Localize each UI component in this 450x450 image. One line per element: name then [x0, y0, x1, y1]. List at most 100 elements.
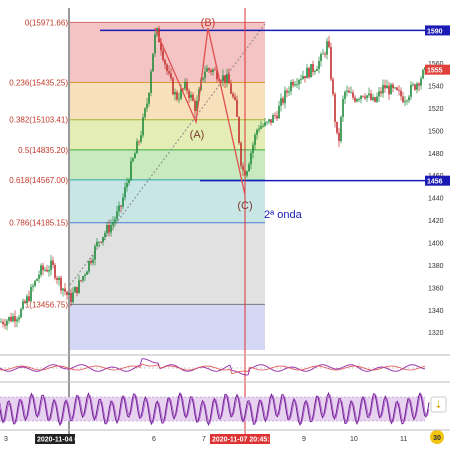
time-tick-label: 7 [202, 436, 206, 443]
candle-body [194, 100, 196, 112]
candle-body [134, 153, 136, 159]
horizontal-lines [100, 29, 425, 182]
candle-body [140, 135, 142, 142]
candle-body [16, 319, 18, 322]
price-tick-label: 1320 [428, 330, 444, 337]
candle-body [292, 81, 294, 86]
candle-body [380, 91, 382, 94]
candle-body [130, 161, 132, 181]
candle-body [326, 41, 328, 55]
candle-body [168, 71, 170, 74]
candle-body [350, 92, 352, 94]
candle-body [262, 125, 264, 127]
candle-body [34, 280, 36, 286]
candle-body [12, 316, 14, 322]
fib-level-label: 0.382(15103.41) [9, 116, 68, 125]
time-badge-label: 2020-11-04 08:15:00 [37, 437, 102, 444]
candle-body [314, 71, 316, 72]
candle-body [302, 75, 304, 80]
candle-body [18, 317, 20, 320]
fib-level-label: 0.786(14185.15) [9, 219, 68, 228]
candle-body [102, 236, 104, 242]
fibonacci-labels: 0(15971.66) 0.236(15435.25) 0.382(15103.41… [9, 18, 68, 309]
time-badge [35, 434, 75, 444]
candle-body [162, 50, 164, 61]
candle-body [186, 81, 188, 91]
candle-body [324, 53, 326, 55]
candle-body [226, 74, 228, 83]
fib-zone [70, 179, 265, 223]
candle-body [282, 98, 284, 104]
candle-body [4, 324, 6, 326]
candle-body [32, 285, 34, 287]
candle-body [100, 241, 102, 243]
candle-body [98, 241, 100, 243]
candle-body [40, 265, 42, 275]
candle-body [258, 128, 260, 130]
candle-body [308, 67, 310, 78]
candle-body [160, 42, 162, 51]
candle-body [94, 246, 96, 260]
candle-body [252, 144, 254, 153]
candle-body [92, 259, 94, 263]
time-tick-label: 6 [152, 436, 156, 443]
candle-body [66, 291, 68, 295]
candle-body [114, 219, 116, 223]
candle-body [190, 94, 192, 98]
candle-body [64, 288, 66, 292]
candle-body [210, 70, 212, 73]
candle-body [234, 96, 236, 100]
candle-body [384, 85, 386, 89]
candle-body [270, 119, 272, 123]
candle-body [128, 180, 130, 184]
candle-body [364, 96, 366, 99]
candle-body [84, 274, 86, 277]
candle-body [352, 92, 354, 98]
candle-body [396, 87, 398, 91]
zoom-badge [430, 430, 444, 444]
candle-body [222, 75, 224, 82]
candle-body [298, 80, 300, 85]
candle-body [54, 264, 56, 279]
price-axis: 1320134013601380140014201440146014801500… [425, 0, 450, 355]
arrow-down-icon: ⇣ [434, 400, 442, 411]
candle-body [174, 92, 176, 95]
candle-body [116, 211, 118, 220]
candle-body [154, 34, 156, 54]
candle-body [278, 105, 280, 119]
candle-body [294, 84, 296, 86]
candle-body [386, 85, 388, 89]
fib-level-label: 1(13456.75) [25, 300, 68, 309]
candle-body [318, 61, 320, 70]
candle-body [336, 121, 338, 133]
candle-body [42, 265, 44, 271]
time-tick-label: 3 [4, 436, 8, 443]
candle-body [14, 316, 16, 322]
candle-body [304, 75, 306, 79]
candle-body [402, 96, 404, 103]
candle-body [74, 287, 76, 293]
wave-point-label: (C) [237, 200, 252, 212]
candle-body [362, 95, 364, 97]
candle-body [214, 69, 216, 71]
candle-body [138, 141, 140, 143]
candle-body [196, 100, 198, 112]
candle-body [356, 99, 358, 102]
candle-body [334, 94, 336, 122]
candle-body [60, 277, 62, 291]
candle-body [30, 286, 32, 302]
candle-body [204, 71, 206, 78]
candle-body [370, 93, 372, 100]
wave-point-label: (A) [190, 129, 205, 141]
price-tick-label: 1380 [428, 263, 444, 270]
candle-body [118, 205, 120, 212]
candle-body [208, 68, 210, 71]
candle-body [408, 96, 410, 101]
candle-body [20, 308, 22, 318]
candle-body [0, 321, 2, 323]
candle-body [78, 280, 80, 293]
candle-body [264, 122, 266, 126]
candle-body [180, 88, 182, 99]
candle-body [120, 205, 122, 207]
